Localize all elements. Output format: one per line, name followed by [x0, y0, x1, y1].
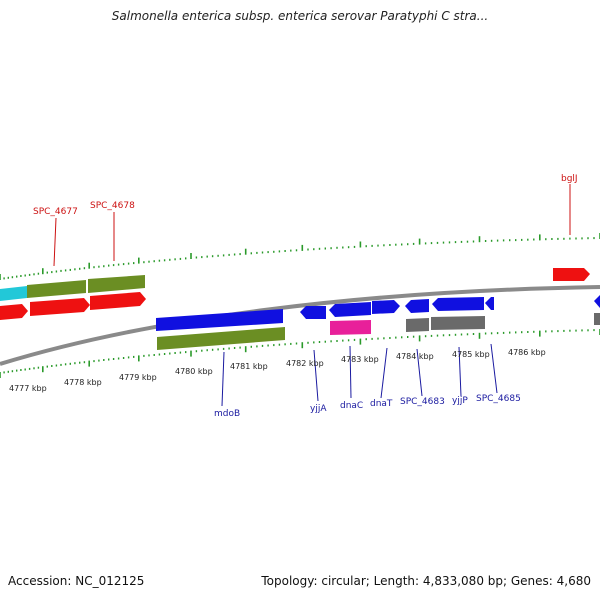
gene-label[interactable]: SPC_4678 — [90, 201, 135, 211]
gene-labels-bottom: mdoB yjjA dnaC dnaT SPC_4683 yjjP SPC_46… — [214, 394, 521, 419]
gene-feature[interactable] — [0, 286, 27, 301]
kbp-label: 4785 kbp — [452, 350, 490, 359]
gene-feature[interactable] — [329, 302, 371, 317]
kbp-label: 4777 kbp — [9, 384, 47, 393]
gene-feature[interactable] — [0, 304, 28, 320]
gene-feature[interactable] — [88, 275, 145, 293]
gene-feature[interactable] — [156, 309, 283, 331]
accession-text: Accession: NC_012125 — [8, 574, 145, 588]
scale-ticks-outer — [0, 233, 600, 280]
gene-label[interactable]: SPC_4683 — [400, 397, 445, 407]
gene-label[interactable]: mdoB — [214, 409, 240, 419]
gene-label[interactable]: SPC_4677 — [33, 207, 78, 217]
gene-feature[interactable] — [330, 320, 371, 335]
gene-label[interactable]: bglJ — [561, 174, 578, 184]
label-leaders — [53, 184, 571, 407]
gene-feature[interactable] — [553, 268, 590, 281]
gene-feature[interactable] — [431, 316, 485, 330]
gene-feature[interactable] — [406, 318, 429, 332]
gene-feature[interactable] — [594, 295, 600, 308]
kbp-label: 4781 kbp — [230, 362, 268, 371]
kbp-label: 4782 kbp — [286, 359, 324, 368]
gene-label[interactable]: dnaC — [340, 401, 363, 411]
gene-label[interactable]: SPC_4685 — [476, 394, 521, 404]
kbp-label: 4783 kbp — [341, 355, 379, 364]
kbp-label: 4786 kbp — [508, 348, 546, 357]
gene-feature[interactable] — [90, 292, 146, 310]
gene-label[interactable]: yjjA — [310, 404, 327, 414]
scale-ticks-inner — [0, 329, 600, 378]
gene-labels-top: SPC_4677 SPC_4678 bglJ — [33, 174, 578, 217]
gene-feature[interactable] — [300, 306, 326, 319]
gene-feature[interactable] — [485, 297, 494, 310]
gene-feature[interactable] — [372, 300, 400, 314]
map-title: Salmonella enterica subsp. enterica sero… — [111, 9, 489, 23]
gene-label[interactable]: dnaT — [370, 399, 393, 409]
gene-track — [0, 268, 600, 350]
kbp-scale-labels: 4777 kbp 4778 kbp 4779 kbp 4780 kbp 4781… — [9, 348, 546, 393]
kbp-label: 4784 kbp — [396, 352, 434, 361]
gene-feature[interactable] — [594, 313, 600, 325]
gene-feature[interactable] — [432, 297, 484, 311]
gene-feature[interactable] — [157, 327, 285, 350]
topology-text: Topology: circular; Length: 4,833,080 bp… — [261, 574, 591, 588]
genome-backbone — [0, 285, 600, 366]
kbp-label: 4779 kbp — [119, 373, 157, 382]
gene-label[interactable]: yjjP — [452, 396, 468, 406]
gene-feature[interactable] — [30, 298, 90, 316]
kbp-label: 4778 kbp — [64, 378, 102, 387]
gene-feature[interactable] — [27, 280, 86, 298]
gene-feature[interactable] — [405, 299, 429, 313]
kbp-label: 4780 kbp — [175, 367, 213, 376]
